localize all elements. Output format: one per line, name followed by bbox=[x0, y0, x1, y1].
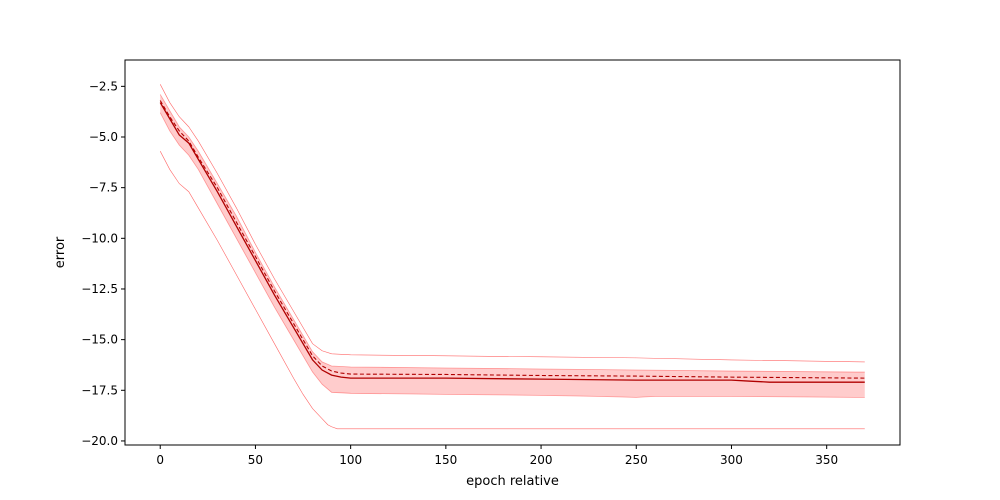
plot-area bbox=[159, 84, 865, 430]
y-tick-label: −12.5 bbox=[81, 282, 118, 296]
y-tick-label: −7.5 bbox=[89, 181, 118, 195]
x-axis-label: epoch relative bbox=[466, 474, 559, 489]
x-tick-label: 150 bbox=[434, 453, 457, 467]
solid-line bbox=[159, 102, 865, 383]
max-line bbox=[159, 84, 865, 363]
y-tick-label: −5.0 bbox=[89, 130, 118, 144]
x-tick-label: 300 bbox=[720, 453, 743, 467]
band-upper-edge bbox=[159, 94, 865, 373]
y-tick-label: −17.5 bbox=[81, 383, 118, 397]
y-tick-label: −20.0 bbox=[81, 434, 118, 448]
axes-frame bbox=[124, 59, 901, 446]
y-tick-label: −2.5 bbox=[89, 79, 118, 93]
y-tick-label: −10.0 bbox=[81, 231, 118, 245]
band-lower-edge bbox=[159, 112, 865, 398]
x-tick-label: 350 bbox=[815, 453, 838, 467]
min-line bbox=[159, 151, 865, 430]
x-tick-label: 50 bbox=[248, 453, 263, 467]
y-axis-label: error bbox=[53, 236, 68, 268]
x-tick-label: 100 bbox=[339, 453, 362, 467]
x-tick-label: 250 bbox=[625, 453, 648, 467]
x-axis: 0 50 100 150 200 250 300 350 bbox=[156, 445, 838, 467]
x-tick-label: 200 bbox=[530, 453, 553, 467]
y-axis: −2.5 −5.0 −7.5 −10.0 −12.5 −15.0 −17.5 −20.0 bbox=[81, 79, 125, 448]
std-band bbox=[160, 94, 865, 398]
dashed-line bbox=[159, 100, 865, 379]
x-tick-label: 0 bbox=[156, 453, 164, 467]
y-tick-label: −15.0 bbox=[81, 333, 118, 347]
